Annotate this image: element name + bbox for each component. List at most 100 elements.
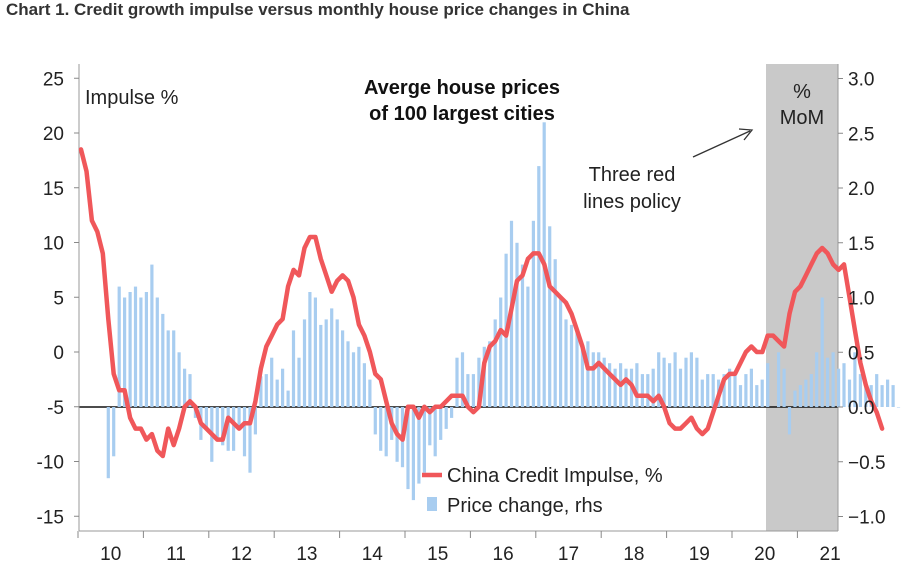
price-change-bar: [673, 352, 677, 408]
annotation-house-prices-line2: of 100 largest cities: [369, 103, 555, 125]
price-change-bar: [177, 352, 181, 408]
price-change-bar: [804, 379, 808, 407]
price-change-bar: [608, 363, 612, 407]
left-tick-label: 25: [43, 69, 64, 90]
price-change-bar: [346, 341, 350, 407]
left-tick-label: -5: [47, 398, 64, 419]
price-change-bar: [597, 352, 601, 408]
price-change-bar: [858, 374, 862, 407]
price-change-bar: [226, 407, 230, 451]
price-change-bar: [188, 374, 192, 407]
left-tick-label: 20: [43, 124, 64, 145]
price-change-bar: [515, 242, 519, 408]
price-change-bar: [106, 407, 110, 479]
price-change-bar: [112, 407, 116, 457]
price-change-bar: [275, 379, 279, 407]
price-change-bar: [264, 374, 268, 407]
price-change-bar: [564, 319, 568, 407]
price-change-bar: [738, 385, 743, 407]
price-change-bar: [477, 357, 481, 407]
price-change-bar: [172, 330, 176, 407]
right-tick-label: 1.5: [848, 234, 874, 255]
price-change-bar: [450, 407, 454, 418]
price-change-bar: [575, 330, 579, 407]
right-axis-label-line1: %: [793, 81, 811, 103]
price-change-bar: [253, 407, 257, 435]
x-tick-label: 19: [689, 544, 710, 565]
left-tick-label: 0: [53, 343, 64, 364]
right-axis-ticks: 3.0 2.5 2.0 1.5 1.0 0.5 0.0 −0.5 −1.0: [838, 70, 886, 529]
price-change-bar: [706, 374, 710, 407]
credit-impulse-line: [78, 147, 885, 459]
price-change-bar: [341, 330, 345, 407]
price-change-bar: [815, 352, 819, 408]
price-change-bar: [373, 407, 377, 435]
x-tick-label: 12: [231, 544, 252, 565]
x-tick-label: 10: [100, 544, 121, 565]
x-axis-ticks: 10 11 12 13 14 15 16 17 18 19 20 21: [77, 531, 841, 565]
price-change-bar: [123, 297, 127, 407]
annotation-policy-line2: lines policy: [583, 191, 681, 213]
price-change-bar: [569, 324, 574, 407]
price-change-bar: [782, 368, 786, 407]
price-change-bar: [166, 330, 170, 407]
price-change-bar: [689, 352, 693, 408]
left-tick-label: 5: [53, 288, 64, 309]
left-tick-label: -10: [37, 453, 64, 474]
price-change-bar: [695, 357, 699, 407]
price-change-bar: [809, 374, 813, 407]
x-tick-label: 18: [623, 544, 644, 565]
price-change-bar: [678, 368, 683, 407]
left-axis-ticks: 25 20 15 10 5 0 -5 -10 -15: [37, 69, 79, 528]
price-change-bar: [439, 407, 443, 440]
price-change-bar: [700, 379, 704, 407]
price-change-bar: [406, 407, 410, 490]
price-change-bar: [787, 407, 792, 435]
price-change-bar: [357, 346, 361, 407]
price-change-bar: [144, 292, 148, 407]
price-change-bar: [362, 363, 366, 407]
annotation-policy-line1: Three red: [589, 164, 676, 186]
price-change-bar: [297, 357, 301, 407]
left-tick-label: -15: [37, 507, 64, 528]
right-axis-label-line2: MoM: [780, 107, 824, 129]
price-change-bar: [291, 330, 296, 407]
price-change-bar: [368, 379, 372, 407]
left-tick-label: 15: [43, 179, 64, 200]
price-change-bar: [444, 407, 448, 429]
x-tick-label: 14: [362, 544, 384, 565]
price-change-bar: [896, 407, 901, 408]
price-change-bar: [624, 368, 628, 407]
annotation-house-prices-line1: Averge house prices: [364, 77, 560, 99]
price-change-bar: [711, 374, 715, 407]
legend-bar-label: Price change, rhs: [447, 495, 603, 517]
price-change-bar: [733, 374, 737, 407]
right-tick-label: 2.5: [848, 124, 874, 145]
price-change-bar: [417, 407, 421, 484]
price-change-bar: [891, 385, 895, 407]
right-tick-label: −0.5: [848, 453, 886, 474]
price-change-bar: [820, 297, 824, 407]
price-change-bar: [520, 264, 525, 407]
price-change-bar: [379, 407, 383, 451]
price-change-bar: [798, 385, 802, 407]
price-change-bar: [602, 357, 606, 407]
price-change-bar: [760, 379, 764, 407]
price-change-bar: [591, 352, 595, 408]
price-change-bar: [635, 363, 639, 407]
x-tick-label: 20: [754, 544, 775, 565]
price-change-bar: [422, 407, 426, 473]
price-change-bar: [744, 374, 748, 407]
price-change-bar: [842, 363, 846, 407]
price-change-bar: [471, 374, 475, 407]
price-change-bar: [330, 308, 334, 407]
price-change-bar: [499, 297, 503, 407]
price-change-bar: [831, 352, 835, 408]
price-change-bar: [302, 319, 307, 407]
price-change-bar: [139, 297, 143, 407]
price-change-bar: [150, 264, 154, 407]
price-change-bar: [728, 368, 732, 407]
x-tick-label: 13: [296, 544, 317, 565]
left-tick-label: 10: [43, 234, 64, 255]
